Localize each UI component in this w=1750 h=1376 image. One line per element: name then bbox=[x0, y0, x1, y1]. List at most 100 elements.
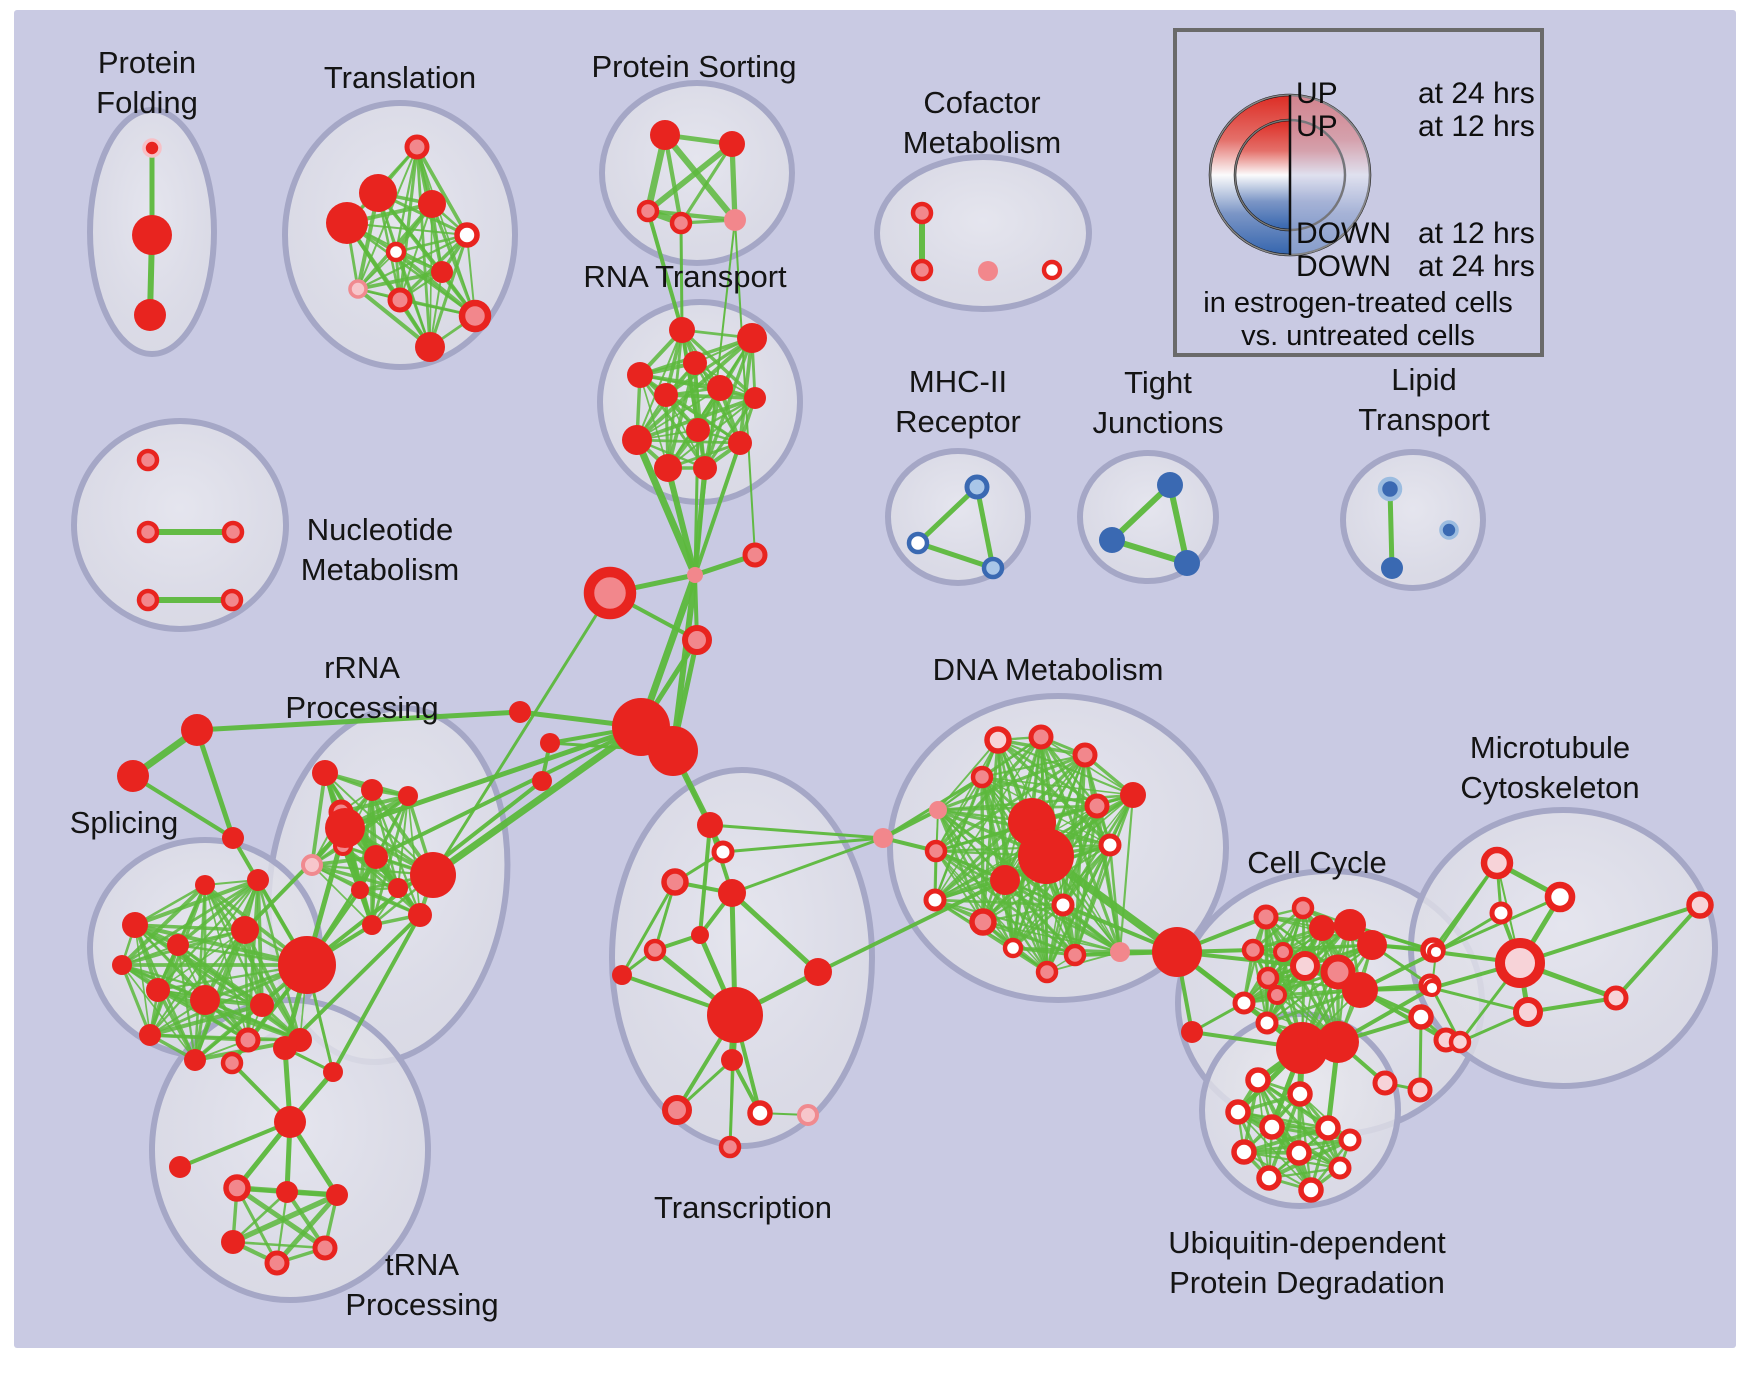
gene-node-r2 bbox=[398, 786, 418, 806]
edge bbox=[356, 270, 444, 291]
edge bbox=[331, 913, 422, 1074]
edge bbox=[645, 208, 738, 223]
edge bbox=[1167, 482, 1190, 566]
edge bbox=[119, 882, 208, 968]
gene-node-trH bbox=[707, 987, 763, 1043]
gene-node-nm0 bbox=[136, 448, 160, 472]
gene-node-nm2 bbox=[221, 520, 245, 544]
edge bbox=[203, 883, 302, 1042]
edge bbox=[430, 202, 477, 318]
edge bbox=[936, 808, 985, 924]
gene-node-t0 bbox=[404, 134, 430, 160]
legend-time-label: at 24 hrs bbox=[1418, 77, 1535, 110]
gene-node-rt10 bbox=[654, 454, 682, 482]
edge bbox=[274, 1192, 340, 1266]
edge bbox=[679, 142, 734, 225]
legend-direction-label: UP bbox=[1296, 77, 1338, 110]
gene-node-rb0 bbox=[325, 808, 365, 848]
gene-node-tr9 bbox=[721, 1049, 743, 1071]
gene-node-s3 bbox=[669, 211, 693, 235]
edge bbox=[431, 591, 612, 877]
edge bbox=[693, 361, 707, 470]
gene-node-r1 bbox=[361, 779, 383, 801]
gene-node-cc16 bbox=[1408, 1004, 1434, 1030]
gene-node-h2 bbox=[326, 1184, 348, 1206]
cluster-label-protein-folding: Protein bbox=[98, 45, 196, 80]
gene-node-j1 bbox=[742, 542, 768, 568]
cluster-label-ubiquitin-dependent-protein-degradation: Ubiquitin-dependent bbox=[1168, 1225, 1446, 1260]
cluster-label-ubiquitin-dependent-protein-degradation: Protein Degradation bbox=[1169, 1265, 1445, 1300]
gene-node-sp13 bbox=[195, 875, 215, 895]
edge bbox=[341, 844, 422, 917]
gene-node-d15 bbox=[1002, 937, 1024, 959]
gene-node-cc10 bbox=[1256, 966, 1280, 990]
edge bbox=[156, 988, 197, 1062]
gene-node-k0 bbox=[540, 733, 560, 753]
gene-node-t5 bbox=[385, 241, 407, 263]
gene-node-sp1 bbox=[231, 916, 259, 944]
cluster-label-microtubule-cytoskeleton: Microtubule bbox=[1470, 730, 1630, 765]
edge bbox=[204, 884, 249, 1041]
gene-node-d10 bbox=[1098, 833, 1122, 857]
gene-node-cf0 bbox=[910, 201, 934, 225]
gene-node-t7 bbox=[348, 279, 368, 299]
edge bbox=[235, 1186, 279, 1265]
edge bbox=[721, 836, 885, 854]
edge bbox=[1518, 903, 1702, 965]
gene-node-d3 bbox=[1120, 782, 1146, 808]
edge bbox=[1108, 843, 1122, 954]
legend: UP at 24 hrs UP at 12 hrs DOWN at 12 hrs DOWN a… bbox=[1173, 28, 1544, 357]
gene-node-d4 bbox=[970, 765, 994, 789]
edge bbox=[1003, 878, 1077, 957]
edge bbox=[620, 880, 677, 977]
edge bbox=[1434, 911, 1503, 954]
gene-node-dB bbox=[1018, 828, 1074, 884]
gene-node-h5 bbox=[264, 1250, 290, 1276]
edge bbox=[310, 771, 327, 867]
edge bbox=[639, 374, 669, 469]
edge bbox=[661, 131, 739, 224]
gene-node-tr6 bbox=[691, 926, 709, 944]
gene-node-u4 bbox=[1315, 1115, 1341, 1141]
cluster-label-transcription: Transcription bbox=[654, 1190, 832, 1225]
gene-node-tr7 bbox=[612, 965, 632, 985]
gene-node-d2 bbox=[1072, 742, 1098, 768]
gene-node-tl bbox=[169, 1156, 191, 1178]
gene-node-x0 bbox=[181, 714, 213, 746]
gene-node-cc0 bbox=[1253, 904, 1279, 930]
gene-node-pf1 bbox=[132, 215, 172, 255]
gene-node-u6 bbox=[1231, 1139, 1257, 1165]
gene-node-rt1 bbox=[737, 323, 767, 353]
gene-node-u9 bbox=[1256, 1165, 1282, 1191]
gene-node-sp4 bbox=[112, 955, 132, 975]
gene-node-lt2 bbox=[1439, 520, 1459, 540]
edge bbox=[645, 141, 735, 214]
gene-node-rt3 bbox=[683, 351, 707, 375]
gene-node-cc18 bbox=[1372, 1070, 1398, 1096]
cluster-label-mhc-ii-receptor: MHC-II bbox=[909, 364, 1007, 399]
edge bbox=[708, 823, 885, 840]
gene-node-c2 bbox=[323, 1062, 343, 1082]
edge bbox=[936, 753, 1087, 812]
edge bbox=[193, 883, 207, 1062]
edge bbox=[729, 890, 821, 975]
cluster-label-trna-processing: Processing bbox=[345, 1287, 498, 1322]
gene-node-th bbox=[274, 1106, 306, 1138]
gene-node-rt5 bbox=[707, 375, 733, 401]
cluster-ellipse-lipid-transport bbox=[1340, 449, 1486, 591]
gene-node-cc12 bbox=[1232, 991, 1256, 1015]
edge bbox=[148, 928, 247, 1037]
gene-node-sp8 bbox=[235, 1027, 261, 1053]
edge bbox=[1434, 861, 1499, 954]
cluster-label-microtubule-cytoskeleton: Cytoskeleton bbox=[1460, 770, 1639, 805]
cluster-label-rrna-processing: rRNA bbox=[324, 650, 400, 685]
gene-node-nm4 bbox=[220, 588, 244, 612]
cluster-label-trna-processing: tRNA bbox=[385, 1247, 459, 1282]
edge bbox=[638, 373, 707, 470]
gene-node-mh2 bbox=[981, 556, 1005, 580]
gene-node-m5 bbox=[1423, 979, 1441, 997]
gene-node-x2 bbox=[222, 827, 244, 849]
gene-node-m8 bbox=[1448, 1030, 1472, 1054]
edge bbox=[1073, 843, 1112, 957]
edge bbox=[936, 808, 1049, 974]
